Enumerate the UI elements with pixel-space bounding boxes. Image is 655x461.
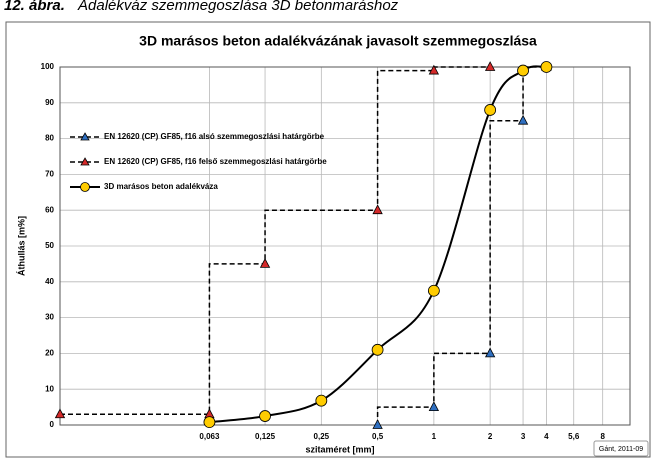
x-tick-label: 0,25 — [314, 432, 330, 441]
legend-label: EN 12620 (CP) GF85, f16 felső szemmegosz… — [104, 157, 327, 166]
chart-title: 3D marásos beton adalékvázának javasolt … — [139, 33, 537, 49]
point — [54, 408, 66, 419]
point — [372, 204, 383, 215]
y-tick-label: 60 — [45, 205, 54, 214]
annotation-box — [593, 440, 649, 457]
point — [259, 258, 271, 268]
legend-marker — [80, 182, 90, 192]
x-tick-label: 4 — [544, 432, 549, 441]
y-tick-label: 10 — [45, 384, 54, 393]
y-tick-label: 50 — [45, 241, 54, 250]
point — [484, 104, 497, 116]
point — [484, 347, 496, 358]
x-tick-label: 0,5 — [372, 432, 384, 441]
plot-area — [59, 66, 631, 426]
legend-label: 3D marásos beton adalékváza — [104, 182, 218, 191]
point — [372, 419, 383, 429]
series-line — [209, 65, 547, 424]
x-tick-label: 3 — [521, 432, 526, 441]
point — [371, 343, 384, 356]
x-tick-label: 8 — [600, 432, 605, 441]
x-tick-label: 2 — [488, 432, 493, 441]
point — [315, 394, 328, 407]
x-axis-label: szitaméret [mm] — [305, 444, 374, 454]
x-tick-label: 0,063 — [199, 432, 220, 441]
point — [428, 401, 440, 411]
point — [259, 410, 271, 422]
x-tick-label: 0,125 — [255, 432, 276, 441]
chart-frame — [5, 21, 651, 458]
point — [484, 61, 496, 71]
y-tick-label: 40 — [45, 277, 54, 286]
caption-label: 12. ábra. — [4, 0, 65, 14]
y-tick-label: 70 — [45, 170, 54, 179]
y-tick-label: 100 — [41, 62, 55, 71]
point — [203, 416, 216, 429]
series-line — [60, 66, 491, 416]
point — [540, 61, 553, 73]
y-tick-label: 30 — [45, 313, 54, 322]
y-tick-label: 0 — [50, 420, 55, 429]
point — [428, 64, 440, 75]
point — [427, 284, 440, 297]
y-axis-label: Áthullás [m%] — [16, 216, 26, 276]
point — [517, 114, 529, 125]
caption-text: Adalékváz szemmegoszlása 3D betonmarásho… — [77, 0, 399, 14]
y-tick-label: 20 — [45, 349, 54, 358]
x-tick-label: 1 — [432, 432, 437, 441]
legend-label: EN 12620 (CP) GF85, f16 alsó szemmegoszl… — [104, 132, 325, 141]
x-tick-label: 5,6 — [568, 432, 580, 441]
y-tick-label: 90 — [45, 98, 54, 107]
legend-marker — [80, 132, 90, 141]
legend-marker — [80, 157, 90, 166]
y-tick-label: 80 — [45, 134, 54, 143]
annotation: Gánt, 2011-09 — [599, 446, 643, 453]
point — [517, 64, 529, 77]
